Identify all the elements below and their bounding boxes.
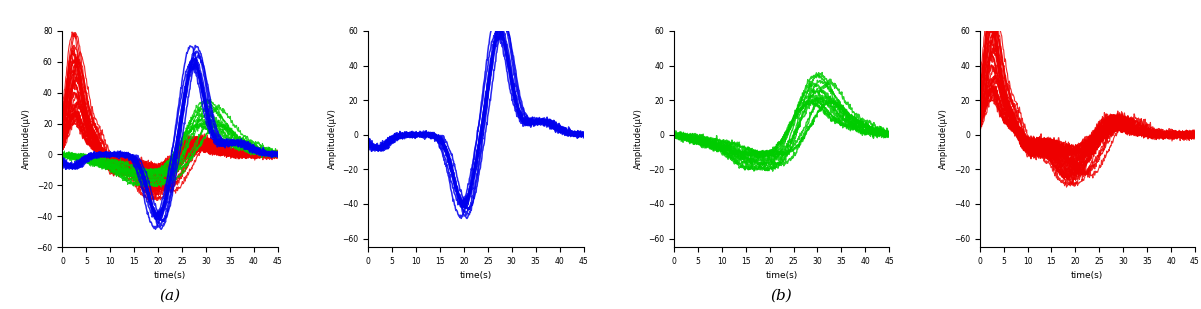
X-axis label: time(s): time(s) xyxy=(460,272,492,281)
Y-axis label: Amplitude(μV): Amplitude(μV) xyxy=(22,108,31,170)
Y-axis label: Amplitude(μV): Amplitude(μV) xyxy=(328,108,336,170)
Text: (b): (b) xyxy=(771,289,793,303)
X-axis label: time(s): time(s) xyxy=(765,272,797,281)
Text: (a): (a) xyxy=(160,289,180,303)
Y-axis label: Amplitude(μV): Amplitude(μV) xyxy=(634,108,643,170)
Y-axis label: Amplitude(μV): Amplitude(μV) xyxy=(939,108,949,170)
X-axis label: time(s): time(s) xyxy=(154,272,186,281)
X-axis label: time(s): time(s) xyxy=(1071,272,1104,281)
